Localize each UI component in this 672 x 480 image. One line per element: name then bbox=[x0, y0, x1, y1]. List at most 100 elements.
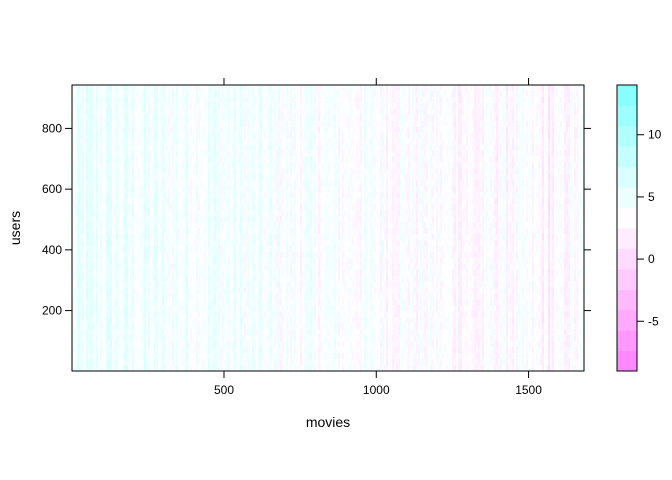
heatmap-cell bbox=[196, 275, 199, 283]
heatmap-cell bbox=[256, 245, 259, 253]
heatmap-cell bbox=[226, 365, 229, 371]
heatmap-cell bbox=[258, 198, 261, 205]
heatmap-cell bbox=[214, 251, 217, 259]
heatmap-cell bbox=[146, 126, 149, 134]
heatmap-cell bbox=[144, 144, 147, 151]
heatmap-cell bbox=[240, 359, 243, 366]
heatmap-cell bbox=[212, 198, 215, 205]
heatmap-cell bbox=[124, 251, 127, 259]
heatmap-cell bbox=[198, 299, 201, 306]
heatmap-cell bbox=[206, 90, 209, 98]
heatmap-cell bbox=[182, 204, 185, 211]
heatmap-cell bbox=[230, 90, 233, 98]
heatmap-cell bbox=[124, 85, 127, 92]
heatmap-cell bbox=[112, 305, 115, 312]
heatmap-cell bbox=[158, 216, 161, 223]
heatmap-cell bbox=[216, 192, 219, 199]
heatmap-cell bbox=[218, 263, 221, 271]
heatmap-cell bbox=[250, 239, 253, 247]
heatmap-cell bbox=[144, 233, 147, 241]
heatmap-cell bbox=[78, 251, 81, 259]
heatmap-cell bbox=[276, 150, 279, 157]
heatmap-cell bbox=[220, 311, 223, 318]
heatmap-cell bbox=[126, 96, 129, 104]
heatmap-cell bbox=[278, 317, 281, 324]
heatmap-cell bbox=[82, 96, 85, 104]
heatmap-cell bbox=[148, 108, 151, 116]
heatmap-cell bbox=[168, 269, 171, 277]
heatmap-cell bbox=[230, 233, 233, 241]
heatmap-cell bbox=[276, 156, 279, 163]
heatmap-cell bbox=[92, 281, 95, 288]
heatmap-cell bbox=[214, 168, 217, 175]
heatmap-cell bbox=[256, 138, 259, 145]
heatmap-cell bbox=[98, 269, 101, 277]
heatmap-cell bbox=[276, 174, 279, 181]
heatmap-cell bbox=[234, 114, 237, 122]
heatmap-cell bbox=[128, 186, 131, 193]
heatmap-cell bbox=[98, 365, 101, 371]
heatmap-cell bbox=[242, 102, 245, 110]
heatmap-cell bbox=[188, 216, 191, 223]
heatmap-cell bbox=[90, 305, 93, 312]
heatmap-cell bbox=[134, 138, 137, 145]
heatmap-cell bbox=[76, 210, 79, 217]
heatmap-cell bbox=[208, 263, 211, 271]
heatmap-cell bbox=[132, 287, 135, 294]
heatmap-cell bbox=[128, 329, 131, 336]
heatmap-cell bbox=[246, 228, 249, 235]
heatmap-cell bbox=[254, 174, 257, 181]
heatmap-cell bbox=[180, 269, 183, 277]
heatmap-cell bbox=[86, 174, 89, 181]
heatmap-cell bbox=[166, 85, 169, 92]
heatmap-cell bbox=[120, 102, 123, 110]
heatmap-cell bbox=[260, 102, 263, 110]
heatmap-cell bbox=[160, 257, 163, 265]
heatmap-cell bbox=[92, 198, 95, 205]
heatmap-cell bbox=[192, 353, 195, 360]
heatmap-cell bbox=[230, 216, 233, 223]
heatmap-cell bbox=[82, 329, 85, 336]
heatmap-cell bbox=[212, 245, 215, 253]
heatmap-cell bbox=[232, 347, 235, 354]
heatmap-cell bbox=[256, 210, 259, 217]
heatmap-cell bbox=[244, 335, 247, 342]
heatmap-cell bbox=[260, 90, 263, 98]
heatmap-cell bbox=[152, 138, 155, 145]
heatmap-cell bbox=[98, 239, 101, 247]
heatmap-cell bbox=[148, 239, 151, 247]
heatmap-cell bbox=[276, 85, 279, 92]
heatmap-cell bbox=[274, 287, 277, 294]
heatmap-cell bbox=[250, 156, 253, 163]
heatmap-cell bbox=[278, 275, 281, 283]
heatmap-cell bbox=[92, 90, 95, 98]
heatmap-cell bbox=[236, 150, 239, 157]
heatmap-cell bbox=[240, 186, 243, 193]
heatmap-cell bbox=[98, 299, 101, 306]
heatmap-cell bbox=[272, 138, 275, 145]
heatmap-cell bbox=[198, 168, 201, 175]
heatmap-cell bbox=[112, 210, 115, 217]
heatmap-cell bbox=[262, 263, 265, 271]
heatmap-cell bbox=[120, 347, 123, 354]
heatmap-cell bbox=[164, 305, 167, 312]
heatmap-cell bbox=[150, 126, 153, 134]
heatmap-cell bbox=[94, 114, 97, 122]
heatmap-cell bbox=[138, 210, 141, 217]
heatmap-cell bbox=[188, 120, 191, 128]
heatmap-cell bbox=[110, 174, 113, 181]
heatmap-cell bbox=[170, 174, 173, 181]
heatmap-cell bbox=[242, 341, 245, 348]
heatmap-cell bbox=[170, 180, 173, 187]
heatmap-cell bbox=[254, 239, 257, 247]
heatmap-cell bbox=[186, 347, 189, 354]
heatmap-cell bbox=[86, 162, 89, 169]
heatmap-cell bbox=[84, 168, 87, 175]
heatmap-cell bbox=[86, 102, 89, 110]
heatmap-cell bbox=[214, 239, 217, 247]
heatmap-cell bbox=[278, 293, 281, 300]
heatmap-cell bbox=[266, 293, 269, 300]
heatmap-cell bbox=[94, 210, 97, 217]
heatmap-cell bbox=[82, 144, 85, 151]
heatmap-cell bbox=[242, 287, 245, 294]
